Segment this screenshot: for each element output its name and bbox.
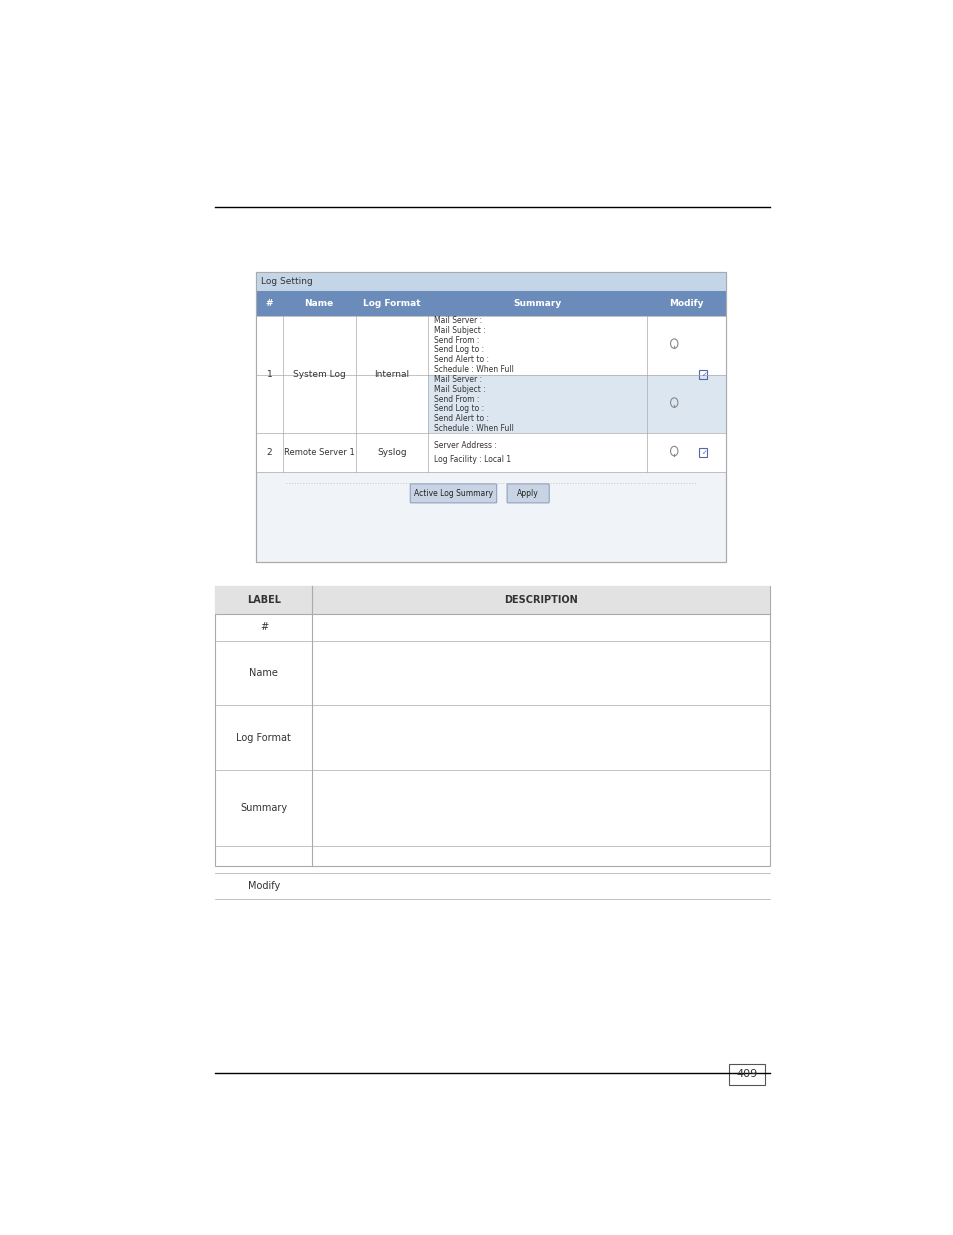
Bar [699,448,707,457]
Text: Modify: Modify [248,881,280,892]
Text: Remote Server 1: Remote Server 1 [283,448,355,457]
Text: Log Format: Log Format [236,732,291,742]
Text: Name: Name [304,299,334,308]
Text: Schedule : When Full: Schedule : When Full [434,424,514,433]
Text: Syslog: Syslog [376,448,406,457]
Bar [255,433,724,472]
Bar [699,370,707,379]
Text: Send Log to :: Send Log to : [434,404,484,414]
Text: Internal: Internal [374,370,409,379]
Text: Server Address :: Server Address : [434,441,497,450]
Bar [255,316,724,433]
Text: DESCRIPTION: DESCRIPTION [504,595,578,605]
Text: Modify: Modify [668,299,702,308]
Text: Send Alert to :: Send Alert to : [434,414,489,424]
Text: Active Log Summary: Active Log Summary [414,489,493,498]
FancyBboxPatch shape [507,484,549,503]
Text: Log Setting: Log Setting [261,277,313,285]
Text: #: # [265,299,273,308]
Bar [255,272,724,562]
Text: Apply: Apply [517,489,538,498]
Text: Mail Subject :: Mail Subject : [434,385,485,394]
Bar [428,374,646,433]
Text: Log Format: Log Format [363,299,420,308]
Text: System Log: System Log [293,370,345,379]
Text: Mail Server :: Mail Server : [434,375,482,384]
Bar [646,374,724,433]
Text: 2: 2 [266,448,272,457]
Text: Send Log to :: Send Log to : [434,346,484,354]
Text: LABEL: LABEL [247,595,280,605]
Text: #: # [259,622,268,632]
Text: ✓: ✓ [701,372,707,378]
Bar [255,291,724,316]
Text: Summary: Summary [240,803,287,813]
Bar [255,272,724,291]
Bar [255,272,724,562]
Bar [215,585,769,866]
Text: Mail Subject :: Mail Subject : [434,326,485,335]
Text: Send From :: Send From : [434,395,479,404]
Text: Summary: Summary [513,299,561,308]
Text: Schedule : When Full: Schedule : When Full [434,366,514,374]
Text: Name: Name [249,668,278,678]
Bar [728,1065,764,1084]
Text: Send From :: Send From : [434,336,479,345]
FancyBboxPatch shape [410,484,497,503]
Text: 1: 1 [266,370,272,379]
Text: Mail Server :: Mail Server : [434,316,482,325]
Text: ✓: ✓ [701,450,707,456]
Bar [215,585,769,614]
Text: Log Facility : Local 1: Log Facility : Local 1 [434,454,511,464]
Text: Send Alert to :: Send Alert to : [434,356,489,364]
Text: 409: 409 [736,1070,757,1079]
